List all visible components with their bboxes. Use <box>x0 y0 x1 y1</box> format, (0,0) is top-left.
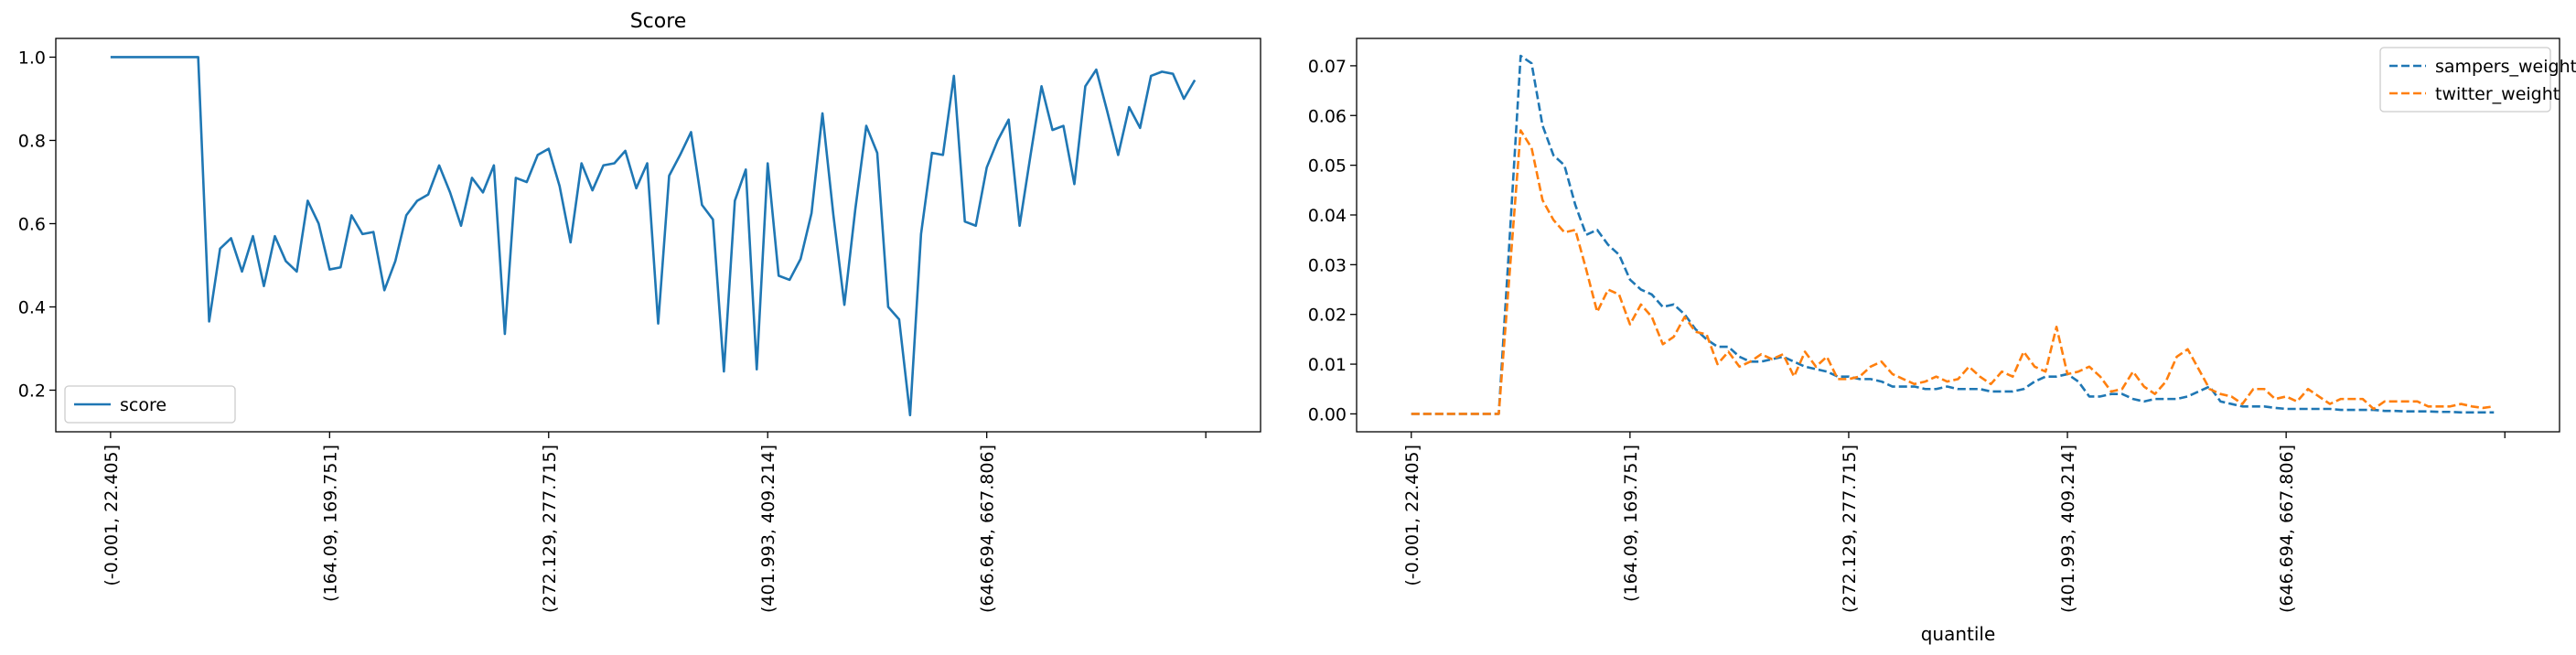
series-line-score <box>110 56 1197 417</box>
axes-frame <box>55 38 1261 433</box>
x-tick-label: (272.129, 277.715] <box>1840 445 1860 613</box>
x-tick-label: (-0.001, 22.405] <box>102 445 122 586</box>
score-plot-area: 0.2 0.4 0.6 0.8 1.0 (-0.001, 22.405] (164.09, … <box>18 38 1261 613</box>
x-tick-label: (-0.001, 22.405] <box>1402 445 1422 586</box>
y-tick-label: 0.02 <box>1308 306 1347 326</box>
y-tick-label: 0.01 <box>1308 355 1347 375</box>
y-tick-label: 0.4 <box>18 297 46 317</box>
score-legend: score <box>64 385 236 424</box>
legend-box <box>64 385 236 424</box>
y-tick-label: 0.6 <box>18 214 46 234</box>
y-tick-label: 1.0 <box>18 48 46 68</box>
x-tick-label: (164.09, 169.751] <box>1621 445 1641 602</box>
legend-label: twitter_weight <box>2435 84 2560 104</box>
y-tick-label: 0.05 <box>1308 156 1347 177</box>
legend-box <box>2379 47 2551 113</box>
series-line-sampers-weight <box>1411 54 2495 415</box>
x-tick-label: (164.09, 169.751] <box>320 445 340 602</box>
x-tick-label: (401.993, 409.214] <box>2058 445 2078 613</box>
weights-legend: sampers_weight twitter_weight <box>2379 47 2576 113</box>
y-tick-label: 0.07 <box>1308 57 1347 77</box>
x-tick-label: (272.129, 277.715] <box>540 445 560 613</box>
legend-label: score <box>120 395 166 415</box>
y-tick-label: 0.00 <box>1308 404 1347 424</box>
x-tick-label: (646.694, 667.806] <box>2277 445 2297 613</box>
legend-label: sampers_weight <box>2435 57 2576 77</box>
x-axis-label: quantile <box>1921 623 1996 645</box>
x-tick-label: (401.993, 409.214] <box>758 445 778 613</box>
axes-frame <box>1356 38 2560 433</box>
y-tick-label: 0.2 <box>18 381 46 401</box>
y-tick-label: 0.06 <box>1308 106 1347 126</box>
x-tick-label: (646.694, 667.806] <box>978 445 998 613</box>
y-tick-label: 0.8 <box>18 131 46 151</box>
weights-plot-area: 0.00 0.01 0.02 0.03 0.04 0.05 0.06 0.07 (-0.001,… <box>1308 38 2560 613</box>
y-tick-label: 0.04 <box>1308 206 1347 226</box>
y-tick-label: 0.03 <box>1308 255 1347 275</box>
series-line-twitter-weight <box>1411 129 2495 415</box>
score-panel: Score 0.2 0.4 0.6 0.8 1.0 (-0.001, 22.405] (16… <box>18 10 1261 613</box>
chart-title: Score <box>630 10 687 33</box>
weights-panel: 0.00 0.01 0.02 0.03 0.04 0.05 0.06 0.07 (-0.001,… <box>1308 38 2576 645</box>
